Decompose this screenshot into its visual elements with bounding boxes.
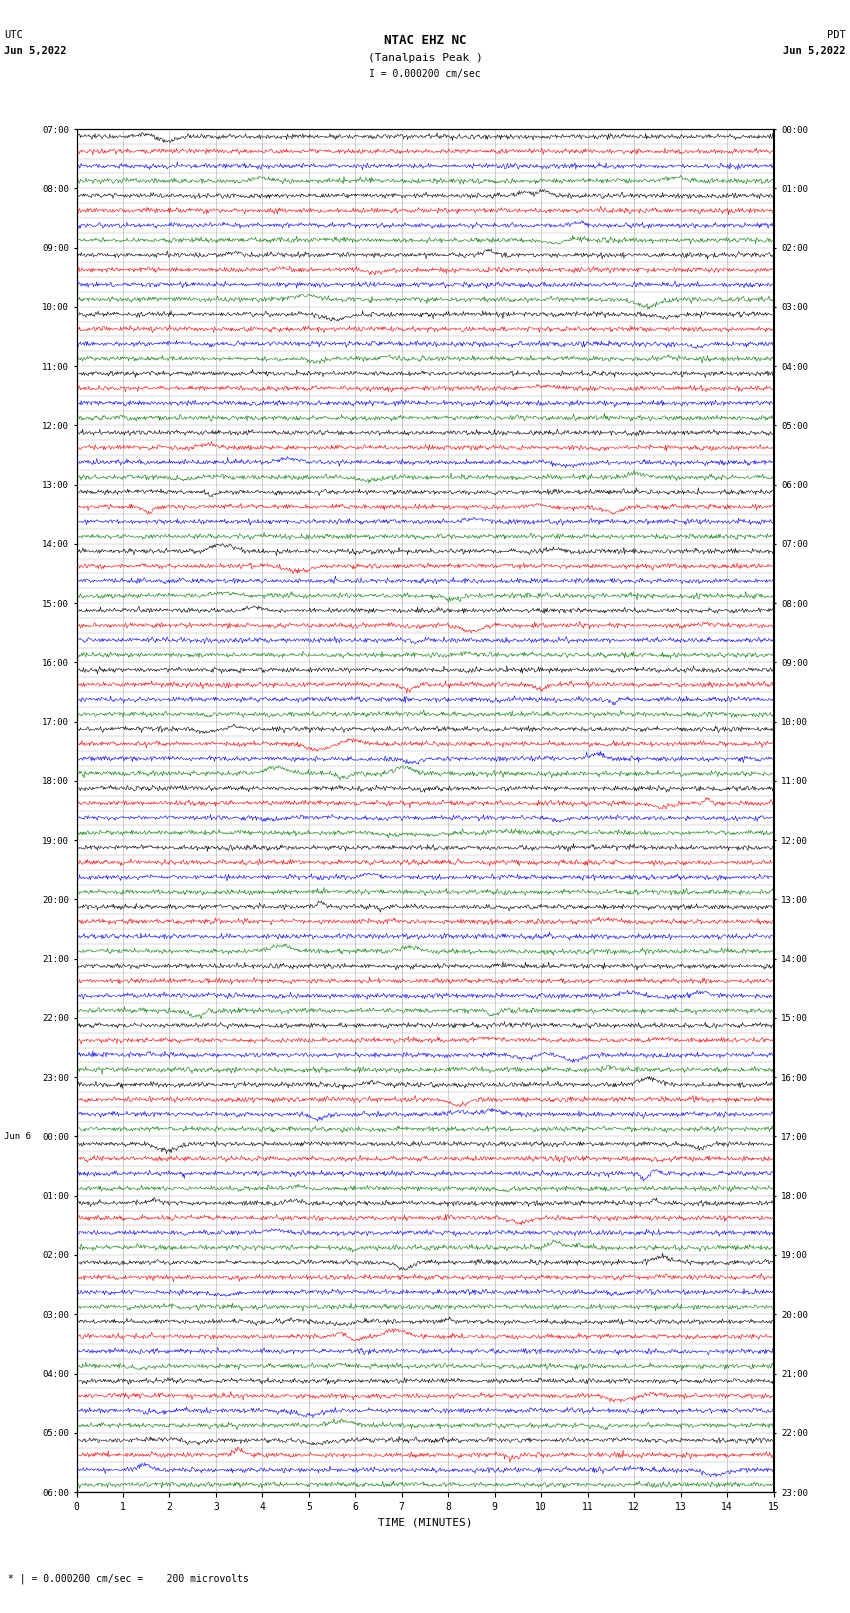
Text: Jun 5,2022: Jun 5,2022 xyxy=(783,47,846,56)
Text: UTC: UTC xyxy=(4,31,23,40)
Text: * | = 0.000200 cm/sec =    200 microvolts: * | = 0.000200 cm/sec = 200 microvolts xyxy=(8,1573,249,1584)
X-axis label: TIME (MINUTES): TIME (MINUTES) xyxy=(377,1518,473,1528)
Text: (Tanalpais Peak ): (Tanalpais Peak ) xyxy=(367,53,483,63)
Text: Jun 5,2022: Jun 5,2022 xyxy=(4,47,67,56)
Text: Jun 6: Jun 6 xyxy=(4,1132,31,1140)
Text: PDT: PDT xyxy=(827,31,846,40)
Text: NTAC EHZ NC: NTAC EHZ NC xyxy=(383,34,467,47)
Text: I = 0.000200 cm/sec: I = 0.000200 cm/sec xyxy=(369,69,481,79)
